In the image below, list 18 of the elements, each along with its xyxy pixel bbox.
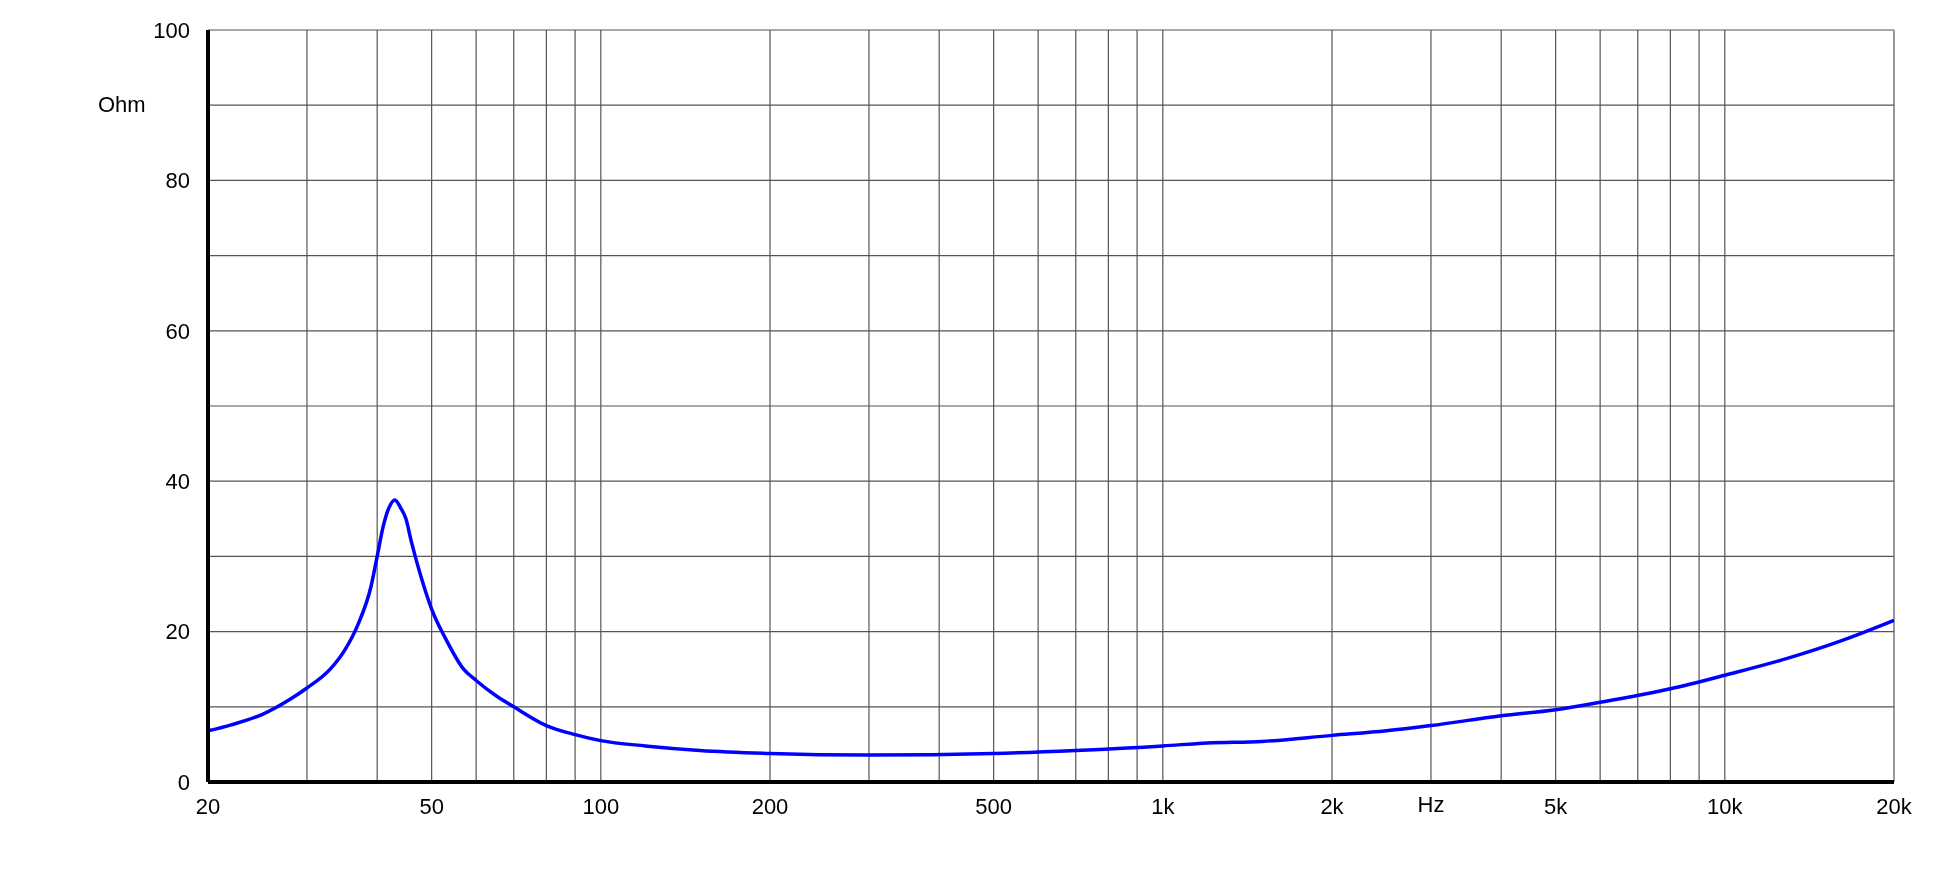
x-tick-label: 2k	[1320, 793, 1345, 819]
y-axis-title: Ohm	[98, 92, 146, 119]
y-tick-label: 40	[165, 468, 190, 494]
x-tick-label: 20	[195, 793, 221, 819]
x-tick-label: 50	[419, 793, 444, 819]
x-axis-title: Hz	[1416, 792, 1446, 818]
y-tick-label: 0	[177, 769, 190, 795]
x-tick-label: 500	[975, 793, 1012, 819]
x-tick-label: 200	[751, 793, 789, 819]
x-tick-label: 10k	[1707, 793, 1744, 819]
x-tick-label: 1k	[1151, 793, 1176, 819]
y-tick-label: 60	[165, 318, 190, 344]
y-tick-label: 100	[153, 17, 190, 43]
y-tick-label: 20	[165, 619, 190, 645]
x-tick-label: 5k	[1544, 793, 1569, 819]
x-tick-label: 100	[582, 793, 620, 819]
x-tick-label: 20k	[1876, 793, 1913, 819]
y-tick-label: 80	[165, 168, 190, 194]
